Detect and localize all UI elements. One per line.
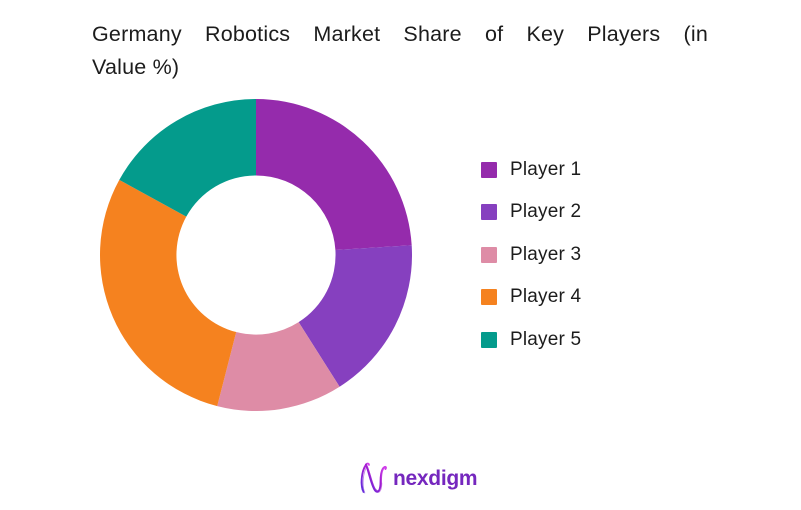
chart-legend: Player 1 Player 2 Player 3 Player 4 Player 5 (481, 158, 582, 374)
donut-slice-player-3[interactable] (217, 322, 340, 411)
legend-item-player-3[interactable]: Player 3 (481, 243, 582, 265)
legend-swatch (481, 204, 497, 220)
legend-label: Player 3 (510, 243, 582, 265)
legend-item-player-5[interactable]: Player 5 (481, 328, 582, 350)
chart-title-line-1: Germany Robotics Market Share of Key Pla… (92, 22, 708, 46)
legend-item-player-1[interactable]: Player 1 (481, 158, 582, 180)
donut-slice-player-1[interactable] (256, 99, 412, 251)
legend-label: Player 1 (510, 158, 582, 180)
legend-swatch (481, 161, 497, 178)
legend-item-player-4[interactable]: Player 4 (481, 286, 582, 307)
chart-title: Germany Robotics Market Share of Key Pla… (92, 18, 708, 84)
brand-name: nexdigm (393, 467, 478, 490)
donut-slice-player-5[interactable] (119, 99, 256, 217)
legend-label: Player 4 (510, 286, 582, 307)
legend-label: Player 5 (510, 328, 582, 350)
legend-label: Player 2 (510, 201, 582, 222)
legend-swatch (481, 331, 497, 348)
donut-slice-player-2[interactable] (298, 245, 412, 387)
donut-slice-player-4[interactable] (100, 179, 237, 407)
donut-svg (100, 99, 412, 411)
brand-logo: nexdigm (358, 461, 478, 497)
legend-swatch (481, 289, 497, 305)
legend-item-player-2[interactable]: Player 2 (481, 201, 582, 222)
chart-title-line-2: Value %) (92, 55, 180, 79)
donut-chart (100, 99, 412, 411)
legend-swatch (481, 246, 497, 263)
nexdigm-logo-icon (360, 462, 387, 494)
